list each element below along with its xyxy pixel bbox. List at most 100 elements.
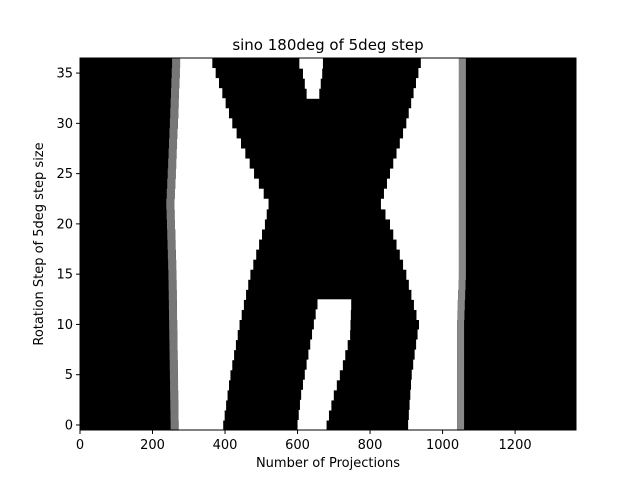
heatmap-cell-edge bbox=[457, 359, 465, 371]
heatmap-cell bbox=[299, 58, 323, 69]
heatmap-cell bbox=[175, 228, 263, 240]
heatmap-cell-edge bbox=[458, 238, 466, 250]
heatmap-cell-edge bbox=[458, 98, 466, 109]
y-tick-label: 5 bbox=[65, 368, 73, 383]
heatmap-cell bbox=[390, 168, 459, 180]
heatmap-cell bbox=[174, 208, 267, 220]
heatmap-cell-edge bbox=[458, 188, 466, 200]
heatmap-cell bbox=[302, 379, 337, 391]
heatmap-cell bbox=[413, 88, 459, 99]
heatmap-cell-edge bbox=[169, 359, 178, 371]
heatmap-cell bbox=[176, 148, 246, 160]
heatmap-cell bbox=[408, 409, 458, 421]
x-tick-label: 600 bbox=[285, 438, 310, 453]
heatmap-cell bbox=[410, 389, 458, 401]
heatmap-cell bbox=[175, 178, 259, 190]
heatmap-cell bbox=[178, 108, 229, 119]
heatmap-cell-edge bbox=[458, 158, 466, 170]
heatmap-cell bbox=[418, 68, 459, 79]
heatmap-cell-edge bbox=[167, 238, 176, 250]
heatmap-cell bbox=[396, 148, 459, 160]
heatmap-cell bbox=[178, 419, 224, 431]
heatmap-cell bbox=[179, 78, 219, 89]
heatmap-cell bbox=[417, 329, 458, 341]
heatmap-cell bbox=[403, 128, 459, 140]
heatmap-cell-edge bbox=[169, 128, 178, 140]
heatmap-cell-edge bbox=[170, 389, 179, 401]
x-tick-label: 800 bbox=[358, 438, 383, 453]
heatmap-cell bbox=[312, 329, 351, 341]
heatmap-cell-edge bbox=[166, 198, 175, 210]
heatmap-cell bbox=[380, 198, 459, 210]
heatmap-cell bbox=[299, 399, 332, 411]
heatmap-cell-edge bbox=[166, 208, 175, 220]
heatmap-cell-edge bbox=[169, 329, 178, 341]
heatmap-cell bbox=[385, 208, 459, 220]
heatmap-cell-edge bbox=[166, 188, 175, 200]
y-axis-label: Rotation Step of 5deg step size bbox=[32, 142, 47, 345]
heatmap-cell bbox=[414, 349, 458, 361]
heatmap-cell-edge bbox=[169, 138, 178, 150]
heatmap-cell-edge bbox=[457, 349, 465, 361]
heatmap-cell-edge bbox=[457, 339, 465, 351]
heatmap-cell-edge bbox=[167, 168, 176, 180]
heatmap-cell-edge bbox=[171, 78, 180, 89]
heatmap-cell-edge bbox=[457, 419, 465, 431]
heatmap-cell-edge bbox=[170, 409, 179, 421]
heatmap-cell-edge bbox=[457, 319, 465, 331]
heatmap-cell bbox=[399, 138, 459, 150]
heatmap-cell bbox=[317, 299, 352, 310]
heatmap-cell bbox=[178, 409, 225, 421]
heatmap-cell bbox=[176, 158, 250, 170]
heatmap-cell-edge bbox=[458, 68, 466, 79]
heatmap-cell bbox=[399, 249, 459, 260]
heatmap-cell-edge bbox=[458, 118, 466, 129]
heatmap-cell bbox=[177, 339, 236, 351]
heatmap-cell-edge bbox=[458, 208, 466, 220]
heatmap-cell bbox=[304, 78, 321, 89]
heatmap-cell-edge bbox=[458, 148, 466, 160]
heatmap-cell bbox=[308, 349, 346, 361]
heatmap-cell bbox=[178, 399, 227, 411]
heatmap-cell-edge bbox=[458, 198, 466, 210]
heatmap-cell-edge bbox=[168, 279, 177, 290]
plot-area bbox=[79, 57, 577, 431]
heatmap-cell bbox=[396, 238, 459, 250]
heatmap-cell bbox=[178, 389, 228, 401]
heatmap-cell-edge bbox=[168, 148, 177, 160]
heatmap-cell bbox=[301, 389, 334, 401]
heatmap-cell-edge bbox=[457, 299, 465, 310]
heatmap-cell bbox=[304, 369, 340, 381]
heatmap-cell-edge bbox=[458, 289, 466, 300]
heatmap-cell bbox=[313, 319, 351, 331]
heatmap-cell-edge bbox=[457, 399, 465, 411]
heatmap-cell bbox=[177, 118, 233, 129]
heatmap-cell bbox=[174, 198, 269, 210]
heatmap-cell bbox=[413, 299, 458, 310]
chart-title: sino 180deg of 5deg step bbox=[232, 36, 423, 54]
heatmap-cell bbox=[177, 319, 240, 331]
heatmap-cell bbox=[411, 369, 458, 381]
heatmap-cell bbox=[175, 249, 257, 260]
heatmap-cell bbox=[393, 228, 459, 240]
heatmap-cell bbox=[409, 399, 458, 411]
heatmap-cell-edge bbox=[458, 259, 466, 270]
heatmap-cell bbox=[310, 339, 348, 351]
heatmap-cell-edge bbox=[457, 309, 465, 320]
heatmap-cell-edge bbox=[169, 369, 178, 381]
y-tick-label: 20 bbox=[56, 217, 73, 232]
heatmap-cell bbox=[408, 108, 459, 119]
heatmap-cell bbox=[176, 269, 251, 280]
heatmap-cell-edge bbox=[458, 218, 466, 230]
heatmap-cell-edge bbox=[458, 138, 466, 150]
heatmap-cell bbox=[177, 329, 238, 341]
heatmap-cell-edge bbox=[458, 58, 466, 69]
heatmap-cell bbox=[408, 279, 459, 290]
heatmap-cell-edge bbox=[458, 88, 466, 99]
heatmap-cell bbox=[177, 369, 231, 381]
y-tick-label: 10 bbox=[56, 318, 73, 333]
y-tick-label: 25 bbox=[56, 167, 73, 182]
heatmap-cell-edge bbox=[457, 379, 465, 391]
heatmap-cell-edge bbox=[167, 228, 176, 240]
